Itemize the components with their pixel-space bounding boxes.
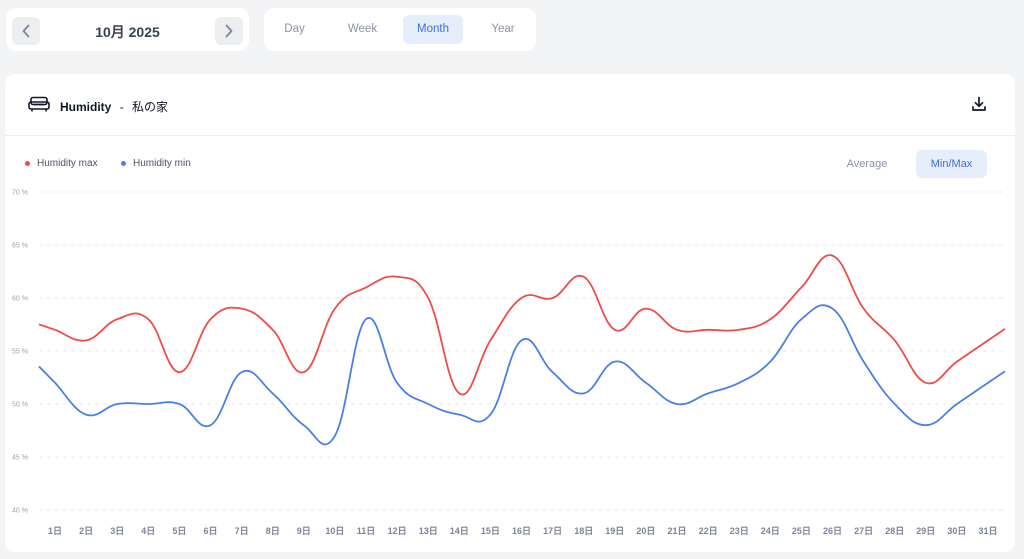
- legend-min-label: Humidity min: [133, 158, 191, 169]
- x-tick-label: 18日: [574, 526, 593, 536]
- x-tick-label: 8日: [266, 526, 280, 536]
- grid-lines: [39, 191, 1005, 511]
- month-navigator: 10月 2025: [6, 8, 249, 51]
- y-tick-label: 45 %: [12, 455, 28, 462]
- x-tick-label: 16日: [512, 526, 531, 536]
- x-tick-label: 26日: [823, 526, 842, 536]
- tab-week[interactable]: Week: [347, 23, 378, 35]
- x-tick-label: 9日: [297, 526, 311, 536]
- location-name: 私の家: [132, 100, 169, 114]
- x-tick-label: 31日: [978, 526, 997, 536]
- tab-month[interactable]: Month: [403, 15, 463, 44]
- x-tick-label: 24日: [761, 526, 780, 536]
- y-tick-label: 50 %: [12, 402, 28, 409]
- x-tick-label: 20日: [636, 526, 655, 536]
- x-tick-label: 15日: [481, 526, 500, 536]
- x-tick-label: 22日: [699, 526, 718, 536]
- title-separator: -: [119, 100, 124, 114]
- x-tick-label: 3日: [110, 526, 124, 536]
- sofa-icon: [28, 96, 50, 112]
- minmax-mode-button[interactable]: Min/Max: [916, 150, 987, 178]
- y-tick-label: 40 %: [12, 508, 28, 515]
- y-axis-ticks: 70 % 65 % 60 % 55 % 50 % 45 % 40 %: [12, 190, 28, 515]
- humidity-line-chart: 70 % 65 % 60 % 55 % 50 % 45 % 40 % 1日 2日 3日 4日 5日 6…: [12, 190, 1006, 536]
- humidity-max-line: [38, 254, 1006, 396]
- range-tabs: Day Week Month Year: [264, 8, 536, 51]
- tab-day[interactable]: Day: [284, 23, 305, 35]
- y-tick-label: 65 %: [12, 243, 28, 250]
- x-tick-label: 19日: [605, 526, 624, 536]
- x-axis-ticks: 1日 2日 3日 4日 5日 6日 7日 8日 9日 10日 11日 12日 13日 14日 15日 16日 1…: [48, 526, 998, 536]
- legend-max: Humidity max: [25, 158, 98, 169]
- x-tick-label: 30日: [947, 526, 966, 536]
- x-tick-label: 27日: [854, 526, 873, 536]
- card-header: Humidity - 私の家: [5, 74, 1015, 136]
- average-mode-button[interactable]: Average: [846, 158, 888, 170]
- x-tick-label: 4日: [141, 526, 155, 536]
- legend-max-dot: [25, 161, 30, 166]
- x-tick-label: 10日: [325, 526, 344, 536]
- x-tick-label: 28日: [885, 526, 904, 536]
- x-tick-label: 25日: [792, 526, 811, 536]
- previous-month-button[interactable]: [12, 17, 40, 45]
- y-tick-label: 70 %: [12, 190, 28, 197]
- x-tick-label: 21日: [667, 526, 686, 536]
- humidity-chart-card: Humidity - 私の家 Humidity max Humidity min…: [5, 74, 1015, 552]
- x-tick-label: 23日: [730, 526, 749, 536]
- legend-min: Humidity min: [121, 158, 191, 169]
- tab-year[interactable]: Year: [491, 23, 515, 35]
- y-tick-label: 55 %: [12, 349, 28, 356]
- x-tick-label: 2日: [79, 526, 93, 536]
- x-tick-label: 14日: [450, 526, 469, 536]
- chevron-left-icon: [22, 24, 30, 38]
- x-tick-label: 13日: [419, 526, 438, 536]
- x-tick-label: 1日: [48, 526, 62, 536]
- chevron-right-icon: [225, 24, 233, 38]
- download-icon[interactable]: [971, 96, 987, 112]
- x-tick-label: 11日: [357, 526, 376, 536]
- legend-min-dot: [121, 161, 126, 166]
- x-tick-label: 7日: [235, 526, 249, 536]
- current-month-label: 10月 2025: [95, 24, 160, 40]
- next-month-button[interactable]: [215, 17, 243, 45]
- x-tick-label: 29日: [916, 526, 935, 536]
- chart-title: Humidity - 私の家: [60, 98, 168, 115]
- legend-max-label: Humidity max: [37, 158, 98, 169]
- series-lines: [38, 254, 1006, 446]
- x-tick-label: 12日: [388, 526, 407, 536]
- x-tick-label: 17日: [543, 526, 562, 536]
- y-tick-label: 60 %: [12, 296, 28, 303]
- x-tick-label: 5日: [172, 526, 186, 536]
- metric-name: Humidity: [60, 100, 112, 114]
- x-tick-label: 6日: [203, 526, 217, 536]
- humidity-min-line: [38, 304, 1006, 446]
